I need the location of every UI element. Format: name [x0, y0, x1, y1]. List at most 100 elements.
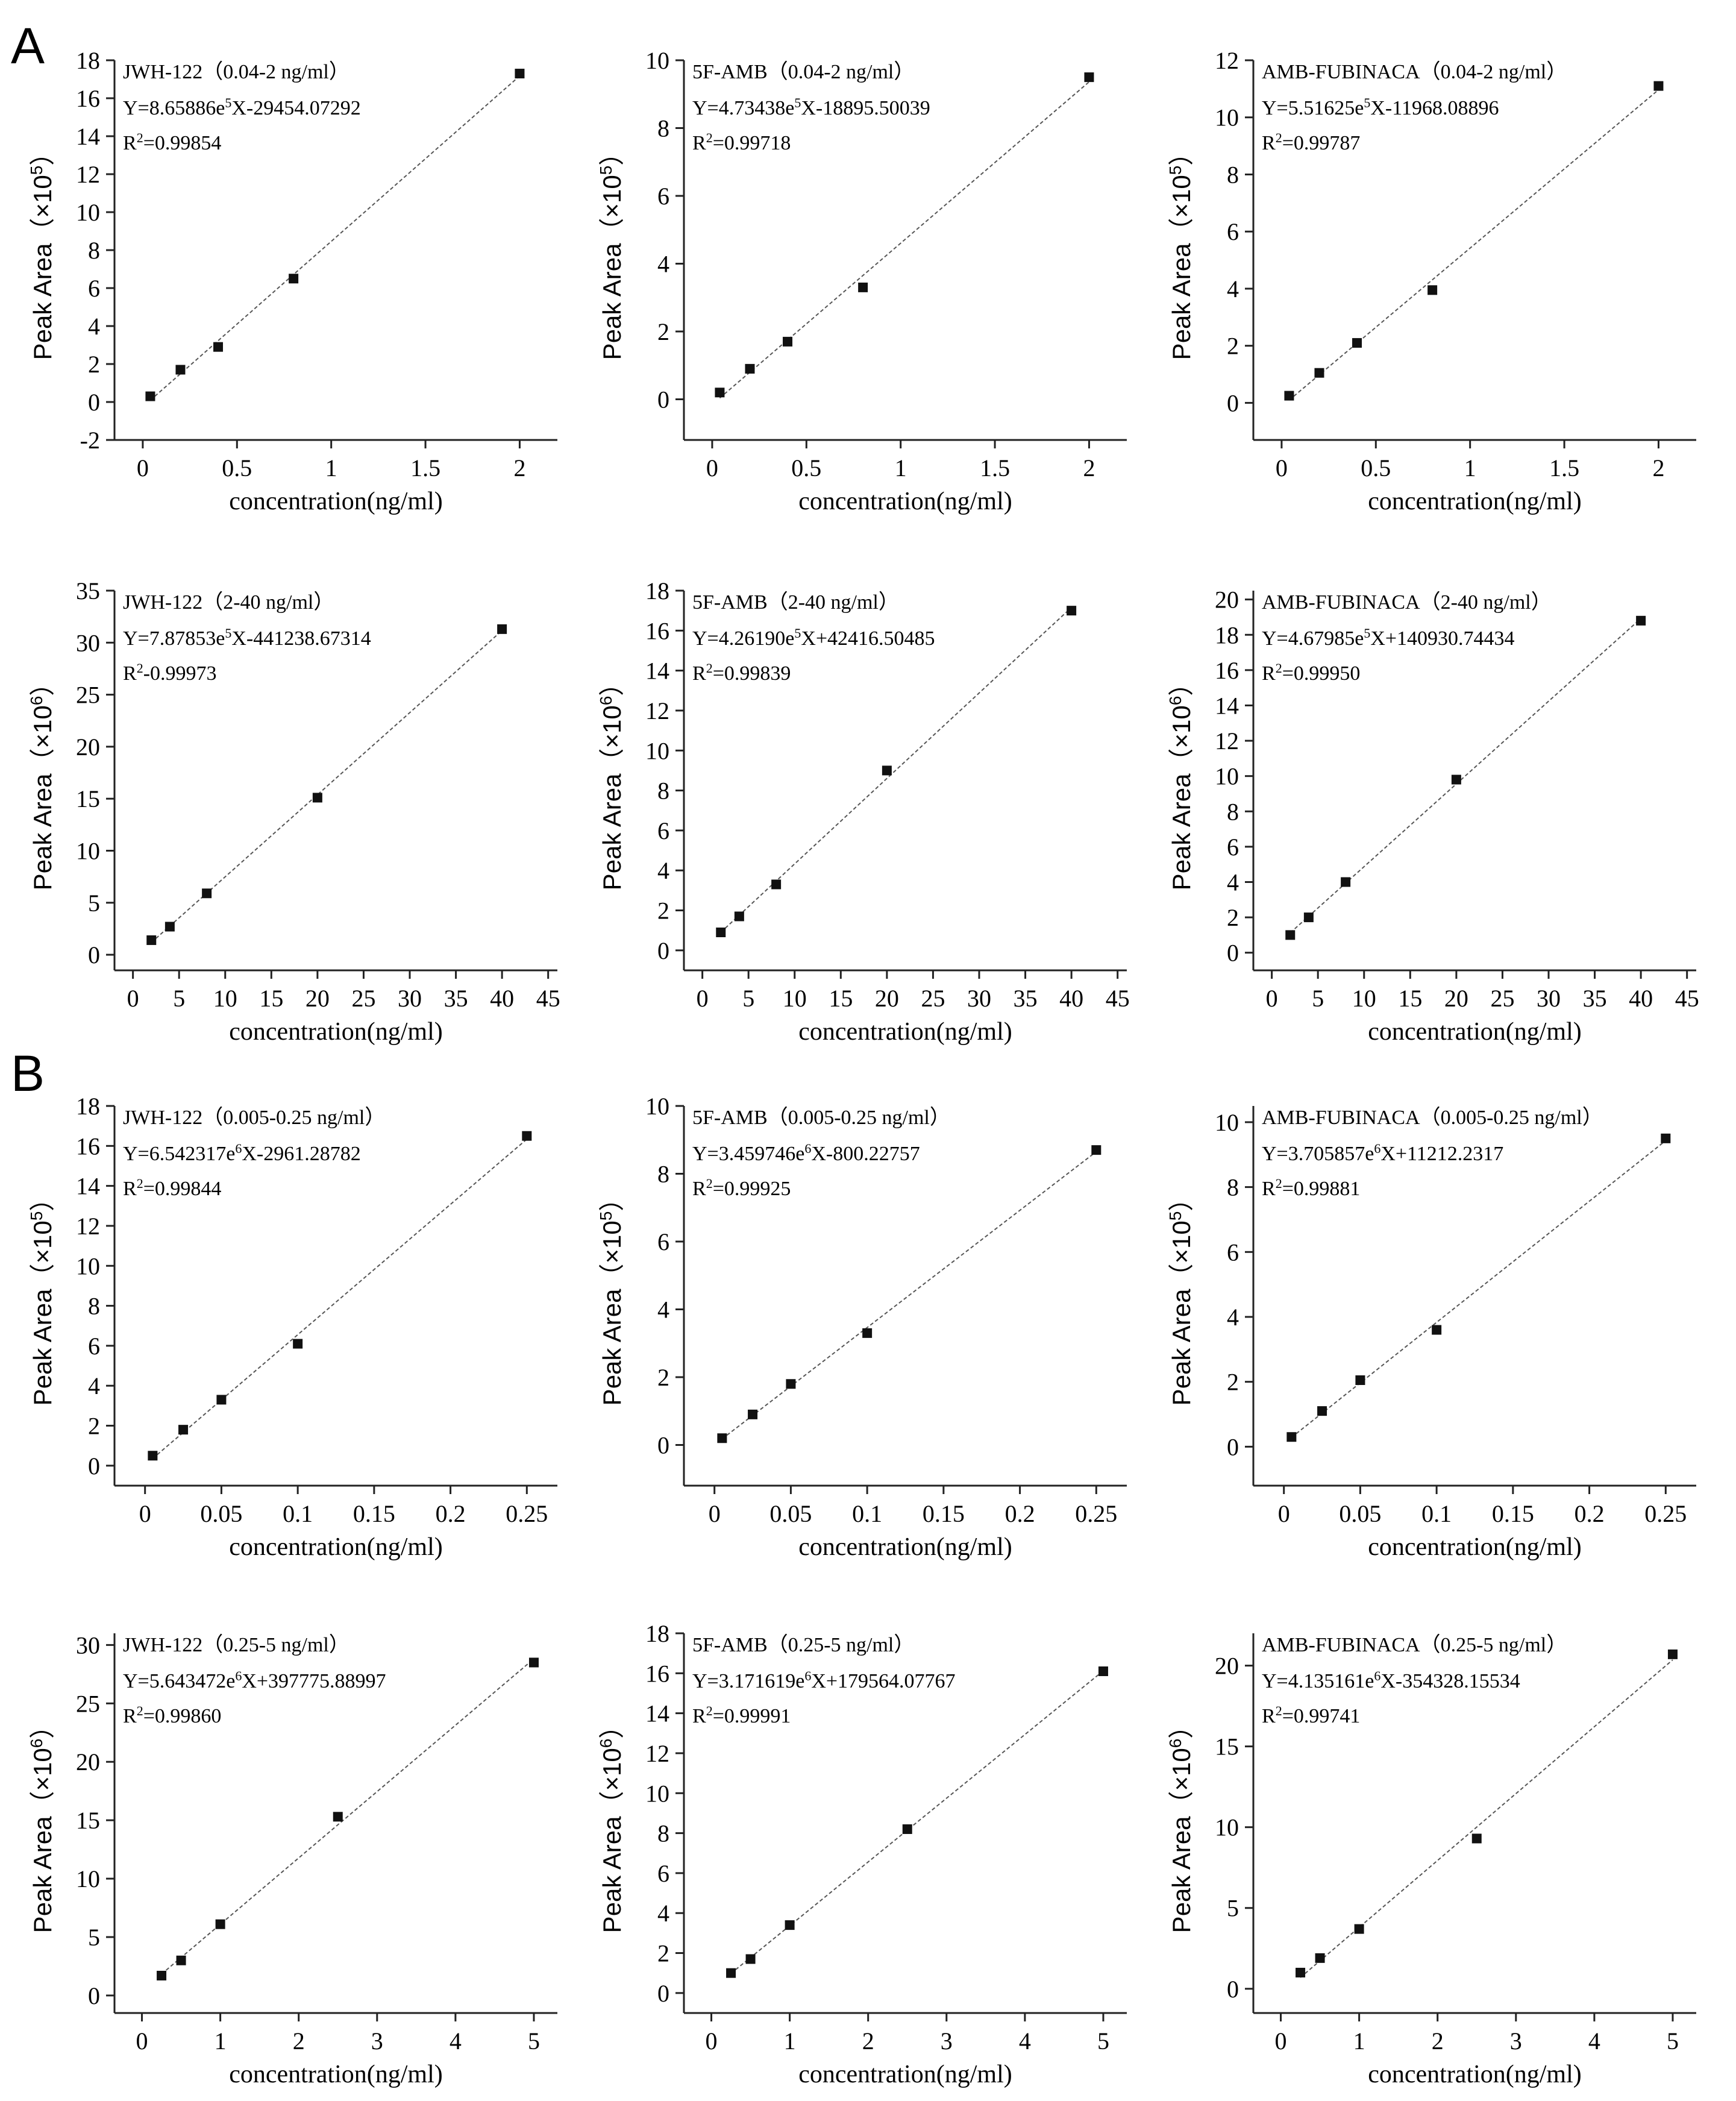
r2-prefix: R	[123, 662, 137, 685]
y-tick-label: 4	[1227, 868, 1239, 896]
x-tick-label: 10	[1352, 985, 1376, 1012]
y-axis-label: Peak Area（×105）	[27, 1186, 57, 1406]
x-tick-label: 0.25	[1644, 1500, 1687, 1527]
data-point	[902, 1824, 912, 1834]
regression-equation: Y=3.705857e6X+11212.2317	[1262, 1141, 1503, 1166]
x-tick-label: 1	[784, 2027, 796, 2055]
regression-equation: Y=4.26190e5X+42416.50485	[692, 626, 935, 650]
y-axis-label-text: Peak Area（×10	[28, 175, 57, 360]
data-point	[1084, 72, 1094, 83]
data-point	[178, 1425, 189, 1435]
fit-line	[719, 81, 1090, 399]
equation-suffix: X+397775.88997	[242, 1670, 386, 1692]
y-tick-label: 16	[645, 617, 669, 644]
regression-equation: Y=4.135161e6X-354328.15534	[1262, 1668, 1520, 1693]
y-tick-label: 0	[88, 941, 100, 969]
equation-suffix: X+140930.74434	[1370, 627, 1514, 650]
data-point	[1314, 368, 1324, 378]
data-point	[497, 624, 507, 634]
x-tick-label: 1.5	[410, 454, 440, 482]
data-point	[1354, 1924, 1364, 1934]
y-tick-label: 8	[1227, 1174, 1239, 1201]
regression-equation: Y=4.73438e5X-18895.50039	[692, 95, 930, 120]
equation-suffix: X+42416.50485	[801, 627, 935, 650]
y-tick-label: 30	[76, 629, 100, 656]
data-point	[858, 282, 868, 292]
x-tick-label: 0	[1266, 985, 1278, 1012]
x-tick-label: 40	[1629, 985, 1653, 1012]
y-axis-label-text: Peak Area（×10	[28, 705, 57, 890]
r2-suffix: =0.99718	[713, 132, 791, 154]
x-tick-label: 0.05	[200, 1500, 242, 1527]
equation-exponent: 5	[225, 626, 231, 641]
x-tick-label: 4	[1019, 2027, 1031, 2055]
x-tick-label: 25	[921, 985, 945, 1012]
data-point	[528, 1657, 539, 1668]
x-tick-label: 1	[1353, 2027, 1365, 2055]
data-point	[216, 1395, 227, 1405]
x-axis-label: concentration(ng/ml)	[229, 2061, 443, 2088]
r2-exponent: 2	[706, 130, 713, 145]
y-tick-label: 0	[88, 1982, 100, 2009]
x-axis-label: concentration(ng/ml)	[229, 488, 443, 515]
data-point	[717, 1433, 727, 1443]
x-tick-label: 1.5	[980, 454, 1010, 482]
fit-line	[149, 75, 521, 401]
chart-title: AMB-FUBINACA（0.04-2 ng/ml）	[1262, 60, 1567, 83]
y-tick-label: 6	[1227, 1239, 1239, 1266]
chart-8: 0 2 4 6 8 10 0 0.05 0.1 0.15 0.2 0.25 concentration(…	[597, 1093, 1127, 1561]
equation-suffix: X-354328.15534	[1380, 1670, 1520, 1692]
r2-suffix: =0.99950	[1282, 662, 1361, 685]
x-axis-label: concentration(ng/ml)	[229, 1018, 443, 1046]
equation-exponent: 6	[804, 1141, 811, 1156]
equation-exponent: 6	[804, 1668, 811, 1683]
y-tick-label: 4	[88, 313, 100, 340]
x-tick-label: 0	[1278, 1500, 1290, 1527]
equation-suffix: X+11212.2317	[1380, 1143, 1503, 1165]
x-tick-label: 0.05	[769, 1500, 812, 1527]
y-tick-label: 0	[88, 389, 100, 416]
y-tick-label: 18	[76, 1093, 100, 1120]
y-axis-label: Peak Area（×106）	[27, 1713, 57, 1933]
y-tick-label: 2	[657, 1364, 669, 1391]
r2-exponent: 2	[1276, 130, 1282, 145]
y-tick-label: 6	[1227, 218, 1239, 245]
y-tick-label: 10	[76, 199, 100, 226]
chart-title: JWH-122（0.04-2 ng/ml）	[123, 60, 349, 83]
regression-equation: Y=4.67985e5X+140930.74434	[1262, 626, 1515, 650]
x-tick-label: 0	[1275, 2027, 1287, 2055]
x-tick-label: 40	[490, 985, 514, 1012]
equation-prefix: Y=5.643472e	[123, 1670, 235, 1692]
y-tick-label: 2	[88, 351, 100, 378]
y-tick-label: 4	[88, 1372, 100, 1399]
y-tick-label: 14	[76, 123, 100, 150]
x-axis-label: concentration(ng/ml)	[1368, 488, 1582, 515]
equation-suffix: X+179564.07767	[811, 1670, 955, 1692]
y-tick-label: 14	[1215, 692, 1239, 719]
y-tick-label: 5	[1227, 1895, 1239, 1922]
data-point	[515, 69, 525, 79]
x-tick-label: 0.2	[436, 1500, 466, 1527]
y-tick-label: 6	[1227, 834, 1239, 861]
y-tick-label: 18	[76, 47, 100, 74]
data-point	[1284, 391, 1294, 401]
y-axis-label-exponent: 5	[27, 166, 46, 175]
r2-exponent: 2	[706, 1703, 713, 1718]
data-point	[1341, 877, 1351, 887]
data-point	[215, 1919, 225, 1929]
data-point	[1653, 81, 1664, 91]
x-axis-label: concentration(ng/ml)	[798, 2061, 1012, 2088]
y-tick-label: 4	[657, 857, 669, 884]
equation-prefix: Y=7.87853e	[123, 627, 225, 650]
x-tick-label: 0.2	[1005, 1500, 1035, 1527]
y-axis-label-text: Peak Area（×10	[1167, 175, 1195, 360]
r2-prefix: R	[1262, 662, 1276, 685]
data-point	[716, 928, 726, 937]
y-tick-label: 4	[657, 1296, 669, 1324]
panel-label-b: B	[11, 1045, 45, 1102]
y-tick-label: 0	[1227, 1976, 1239, 2003]
equation-exponent: 6	[1374, 1141, 1380, 1156]
y-tick-label: 8	[657, 1161, 669, 1188]
r-squared: R2-0.99973	[123, 661, 217, 685]
